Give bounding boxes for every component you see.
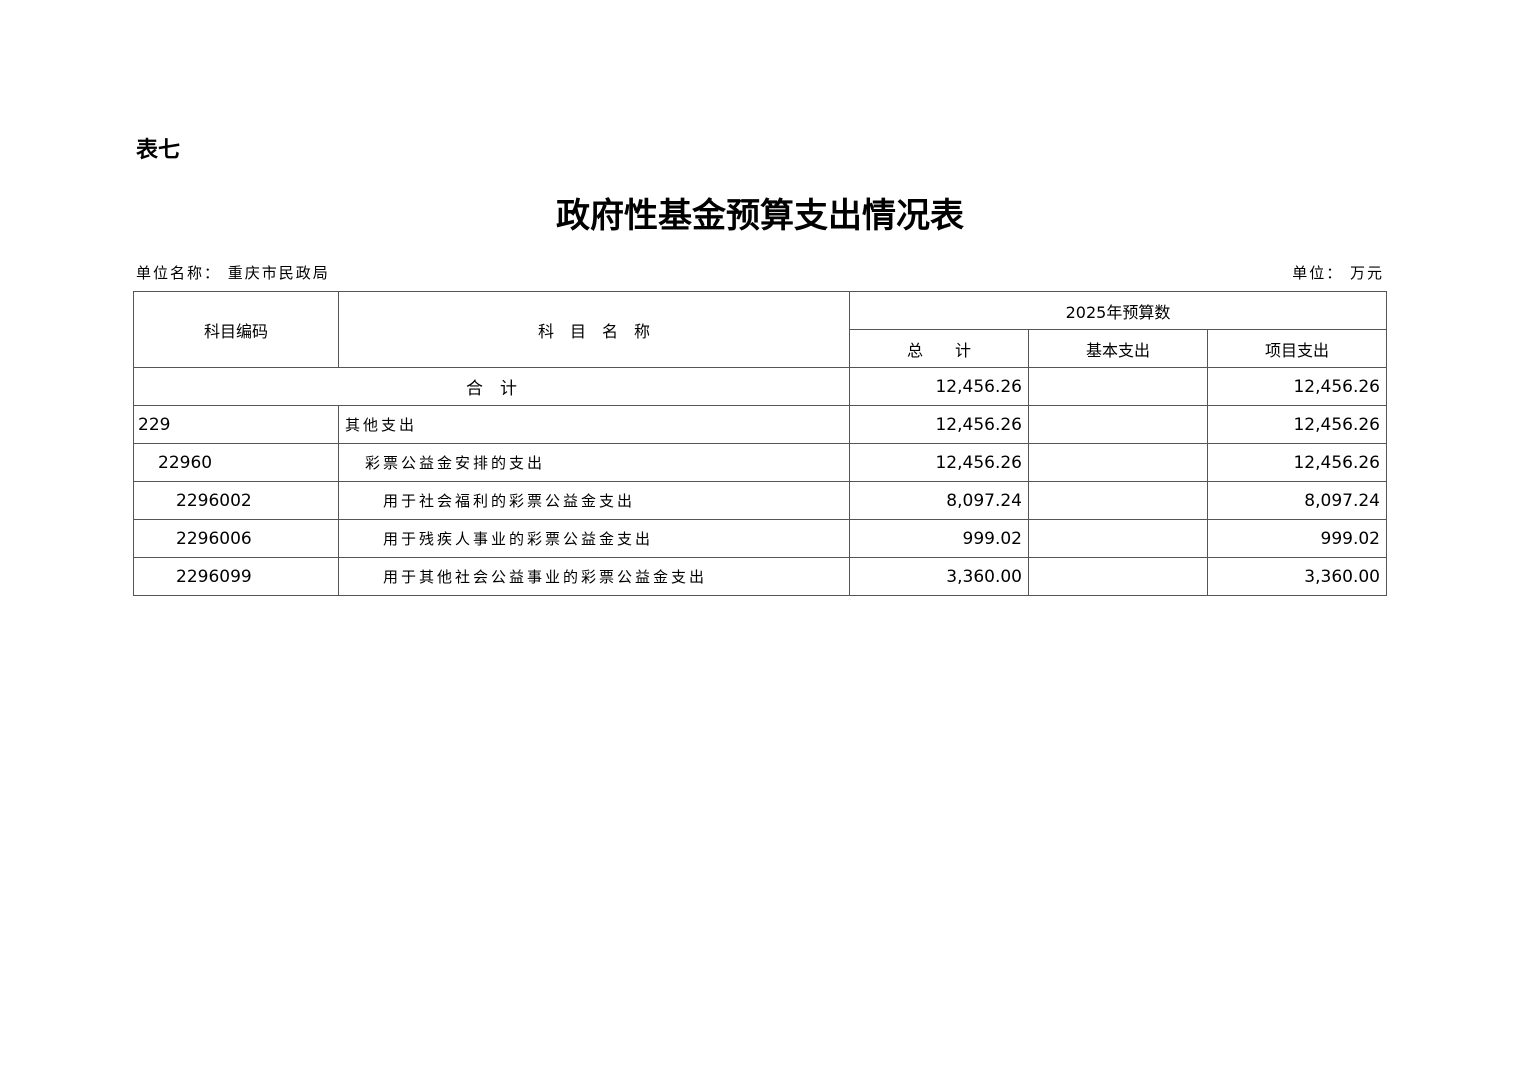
header-project: 项目支出 (1207, 329, 1387, 368)
row-code: 229 (133, 405, 339, 444)
row-name: 彩票公益金安排的支出 (338, 443, 850, 482)
row-name: 用于其他社会公益事业的彩票公益金支出 (338, 557, 850, 596)
row-project: 999.02 (1207, 519, 1387, 558)
total-label: 合 计 (133, 367, 850, 406)
header-total: 总 计 (849, 329, 1029, 368)
row-code: 2296099 (133, 557, 339, 596)
row-project: 3,360.00 (1207, 557, 1387, 596)
row-name: 其他支出 (338, 405, 850, 444)
row-code: 2296006 (133, 519, 339, 558)
budget-table: 科目编码 科 目 名 称 2025年预算数 总 计 基本支出 项目支出 合 计 … (133, 291, 1387, 596)
row-project: 12,456.26 (1207, 405, 1387, 444)
row-code: 22960 (133, 443, 339, 482)
row-code: 2296002 (133, 481, 339, 520)
row-total: 12,456.26 (849, 405, 1029, 444)
row-project: 8,097.24 (1207, 481, 1387, 520)
total-total: 12,456.26 (849, 367, 1029, 406)
row-total: 12,456.26 (849, 443, 1029, 482)
table-row: 2296006 用于残疾人事业的彩票公益金支出 999.02 999.02 (133, 519, 1387, 558)
header-code: 科目编码 (133, 291, 339, 368)
total-project: 12,456.26 (1207, 367, 1387, 406)
row-basic (1028, 405, 1208, 444)
row-name: 用于残疾人事业的彩票公益金支出 (338, 519, 850, 558)
unit: 单位： 万元 (1292, 264, 1384, 282)
row-basic (1028, 481, 1208, 520)
table-row: 2296002 用于社会福利的彩票公益金支出 8,097.24 8,097.24 (133, 481, 1387, 520)
row-basic (1028, 557, 1208, 596)
row-total: 3,360.00 (849, 557, 1029, 596)
page-title: 政府性基金预算支出情况表 (556, 196, 964, 236)
row-total: 8,097.24 (849, 481, 1029, 520)
total-row: 合 计 12,456.26 12,456.26 (133, 367, 1387, 406)
table-row: 2296099 用于其他社会公益事业的彩票公益金支出 3,360.00 3,360.0… (133, 557, 1387, 596)
total-basic (1028, 367, 1208, 406)
row-total: 999.02 (849, 519, 1029, 558)
unit-name: 单位名称： 重庆市民政局 (136, 264, 330, 282)
row-name: 用于社会福利的彩票公益金支出 (338, 481, 850, 520)
header-basic: 基本支出 (1028, 329, 1208, 368)
row-basic (1028, 519, 1208, 558)
row-basic (1028, 443, 1208, 482)
table-label: 表七 (136, 138, 181, 163)
row-project: 12,456.26 (1207, 443, 1387, 482)
table-row: 229 其他支出 12,456.26 12,456.26 (133, 405, 1387, 444)
header-budget: 2025年预算数 (849, 291, 1387, 330)
table-row: 22960 彩票公益金安排的支出 12,456.26 12,456.26 (133, 443, 1387, 482)
header-name: 科 目 名 称 (338, 291, 850, 368)
